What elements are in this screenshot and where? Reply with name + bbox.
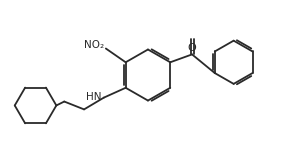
Text: NO₂: NO₂	[84, 40, 104, 50]
Text: HN: HN	[86, 92, 102, 102]
Text: O: O	[188, 43, 196, 53]
